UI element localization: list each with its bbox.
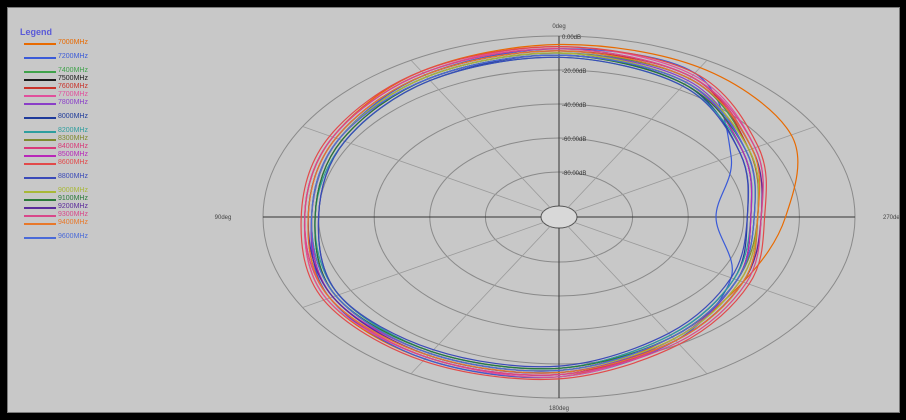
legend-item: 7500MHz (18, 75, 128, 83)
legend-label: 7700MHz (58, 91, 88, 98)
legend-item: 7200MHz (18, 53, 128, 61)
series-group (300, 43, 799, 381)
legend-item: 7700MHz (18, 91, 128, 99)
legend-swatch (24, 79, 56, 81)
legend-swatch (24, 147, 56, 149)
legend-item: 7000MHz (18, 39, 128, 47)
center-hole (540, 205, 578, 229)
legend-item: 8800MHz (18, 173, 128, 181)
legend-swatch (24, 87, 56, 89)
legend-swatch (24, 215, 56, 217)
series-line (300, 45, 768, 381)
grid-spoke (567, 226, 708, 375)
legend-swatch (24, 139, 56, 141)
legend-item: 9100MHz (18, 195, 128, 203)
legend-item: 8300MHz (18, 135, 128, 143)
ring-label: -40.00dB (562, 103, 586, 109)
legend-label: 8500MHz (58, 151, 88, 158)
grid-spoke (410, 59, 551, 208)
legend-label: 9400MHz (58, 219, 88, 226)
grid-spoke (574, 126, 816, 212)
legend-label: 9100MHz (58, 195, 88, 202)
legend-item: 7600MHz (18, 83, 128, 91)
legend-item: 8200MHz (18, 127, 128, 135)
ring-label: -20.00dB (562, 69, 586, 75)
legend-label: 8600MHz (58, 159, 88, 166)
legend-item: 9000MHz (18, 187, 128, 195)
legend-swatch (24, 163, 56, 165)
legend-label: 9600MHz (58, 233, 88, 240)
series-line (310, 54, 756, 372)
legend-swatch (24, 103, 56, 105)
legend-title: Legend (20, 27, 53, 37)
legend-label: 8800MHz (58, 173, 88, 180)
legend-swatch (24, 223, 56, 225)
ring-label: -60.00dB (562, 137, 586, 143)
legend-label: 7600MHz (58, 83, 88, 90)
legend-swatch (24, 43, 56, 45)
legend-label: 8200MHz (58, 127, 88, 134)
legend-item: 9400MHz (18, 219, 128, 227)
legend: Legend 7000MHz 7200MHz 7400MHz 7500MHz 7600M… (18, 28, 128, 241)
polar-grid (262, 35, 856, 399)
grid-spoke (410, 226, 551, 375)
legend-item: 8500MHz (18, 151, 128, 159)
ring-label: -80.00dB (562, 171, 586, 177)
legend-label: 8300MHz (58, 135, 88, 142)
legend-swatch (24, 155, 56, 157)
legend-label: 7200MHz (58, 53, 88, 60)
legend-swatch (24, 131, 56, 133)
legend-swatch (24, 117, 56, 119)
legend-item: 7800MHz (18, 99, 128, 107)
legend-label: 8400MHz (58, 143, 88, 150)
legend-item: 9300MHz (18, 211, 128, 219)
legend-item: 8600MHz (18, 159, 128, 167)
angle-label-right: 270deg (883, 215, 900, 221)
legend-swatch (24, 95, 56, 97)
grid-spoke (574, 222, 816, 308)
legend-item: 8400MHz (18, 143, 128, 151)
legend-item: 9200MHz (18, 203, 128, 211)
legend-item: 9600MHz (18, 233, 128, 241)
polar-chart: 0.00dB -20.00dB -40.00dB -60.00dB -80.00dB 0d… (215, 24, 900, 412)
legend-label: 9200MHz (58, 203, 88, 210)
chart-frame: 0.00dB -20.00dB -40.00dB -60.00dB -80.00dB 0d… (7, 7, 900, 413)
grid-spoke (302, 222, 544, 308)
angle-label-top: 0deg (552, 24, 565, 30)
legend-label: 7800MHz (58, 99, 88, 106)
grid-spoke (567, 59, 708, 208)
grid-spoke (302, 126, 544, 212)
ring-label: 0.00dB (562, 35, 581, 41)
legend-label: 9000MHz (58, 187, 88, 194)
legend-item: 8000MHz (18, 113, 128, 121)
legend-label: 7500MHz (58, 75, 88, 82)
angle-label-left: 90deg (215, 215, 232, 221)
legend-label: 9300MHz (58, 211, 88, 218)
label-group: 0.00dB -20.00dB -40.00dB -60.00dB -80.00dB 0d… (215, 24, 900, 412)
legend-label: 8000MHz (58, 113, 88, 120)
legend-label: 7400MHz (58, 67, 88, 74)
series-line (314, 54, 756, 370)
legend-swatch (24, 191, 56, 193)
legend-swatch (24, 177, 56, 179)
angle-label-bottom: 180deg (549, 406, 569, 412)
legend-label: 7000MHz (58, 39, 88, 46)
legend-swatch (24, 207, 56, 209)
legend-item: 7400MHz (18, 67, 128, 75)
legend-swatch (24, 57, 56, 59)
series-line (307, 50, 761, 374)
legend-entries: 7000MHz 7200MHz 7400MHz 7500MHz 7600MHz 7700M… (18, 39, 128, 241)
series-line (317, 56, 750, 368)
legend-swatch (24, 237, 56, 239)
legend-swatch (24, 71, 56, 73)
series-line (304, 48, 764, 376)
legend-swatch (24, 199, 56, 201)
